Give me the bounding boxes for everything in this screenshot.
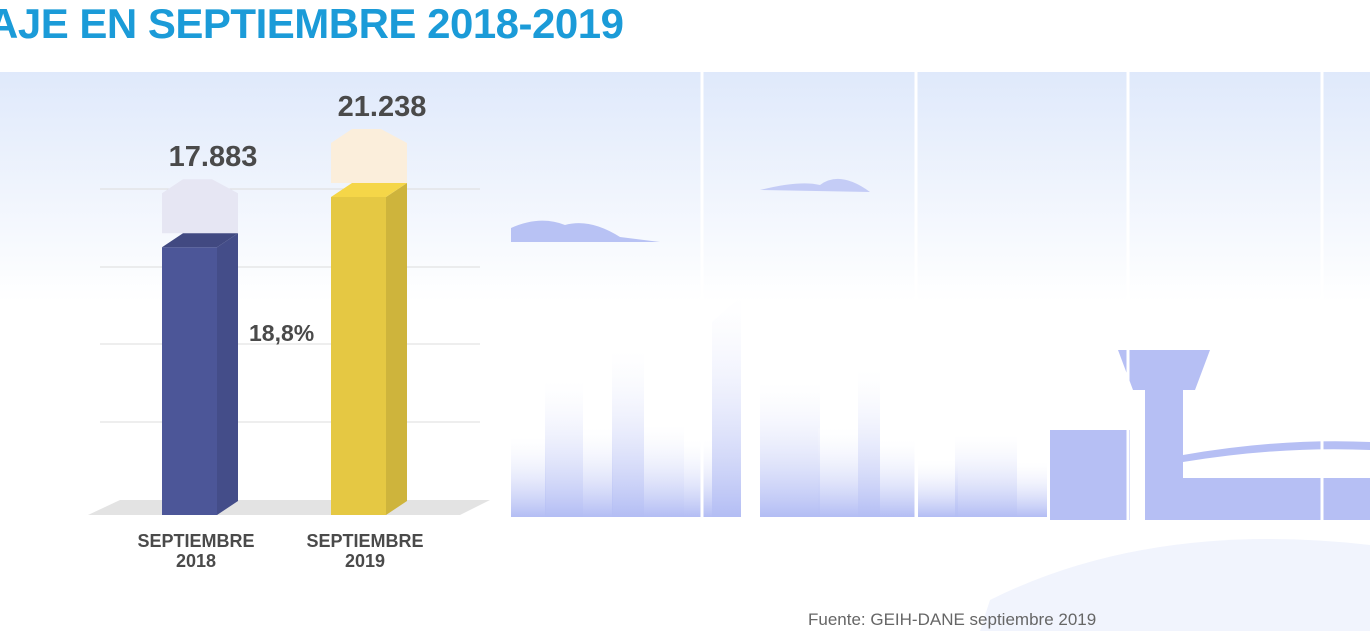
bar-side: [386, 183, 407, 515]
ground: [980, 539, 1370, 631]
title: AJE EN SEPTIEMBRE 2018-2019: [0, 0, 624, 47]
skyline: [511, 178, 1370, 520]
bar: [162, 247, 217, 515]
value-label: 17.883: [168, 141, 258, 174]
annotation: 18,8%: [249, 320, 315, 346]
category-label: SEPTIEMBRE 2019: [306, 531, 424, 571]
bar: [331, 197, 386, 515]
source: Fuente: GEIH-DANE septiembre 2019: [808, 610, 1097, 629]
bars: [162, 129, 407, 515]
bar-top: [162, 233, 238, 248]
windows: [700, 72, 1324, 600]
category-label: SEPTIEMBRE 2018: [137, 531, 255, 571]
value-label: 21.238: [337, 91, 427, 123]
bar-side: [217, 233, 238, 515]
bar-top: [331, 183, 407, 197]
bar-ghost: [162, 179, 238, 234]
floor: [88, 500, 490, 515]
bar-ghost: [331, 129, 407, 183]
